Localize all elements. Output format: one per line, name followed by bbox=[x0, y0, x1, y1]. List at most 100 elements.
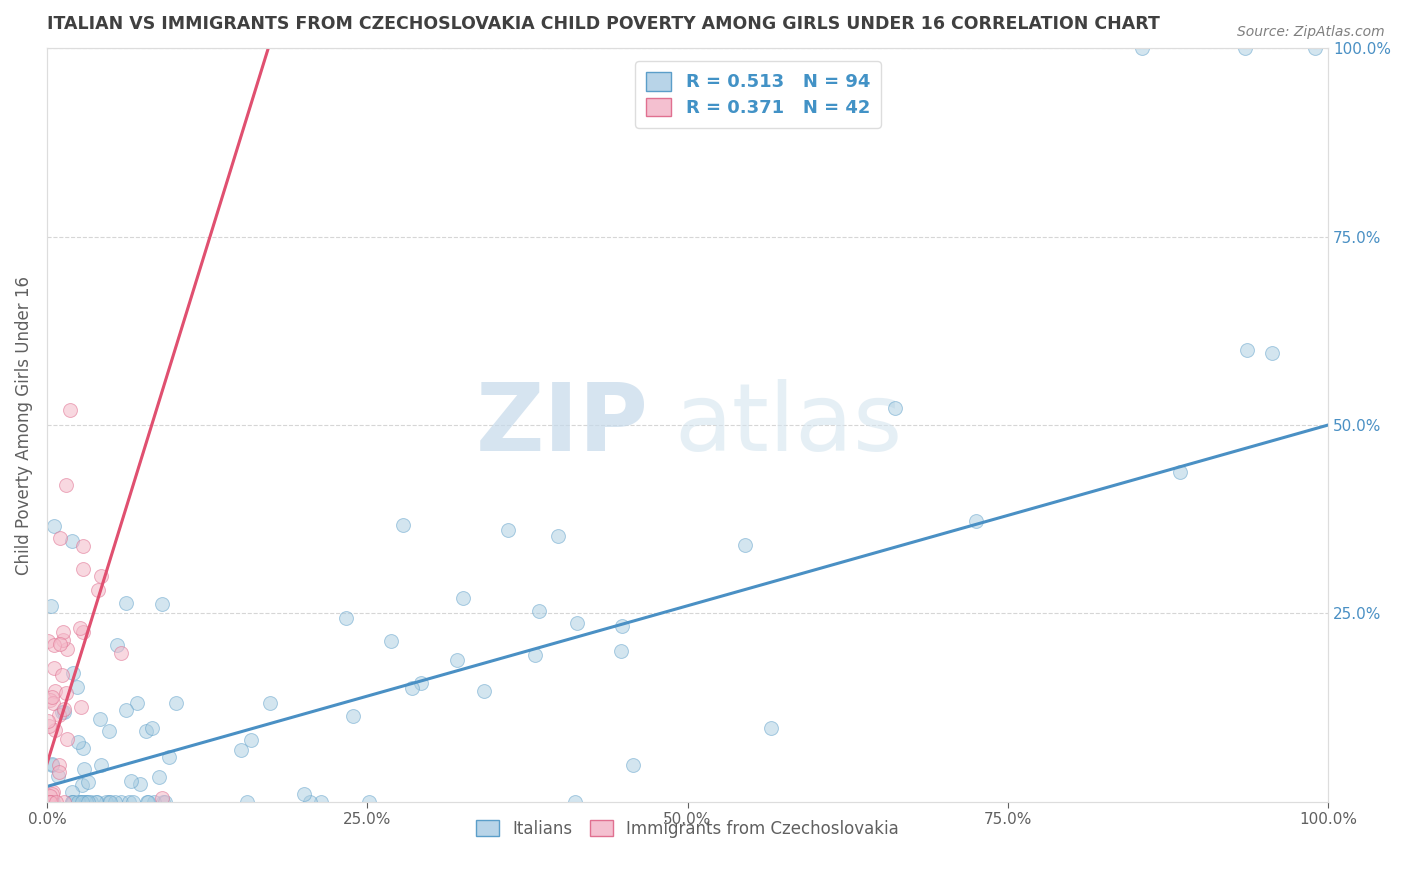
Point bbox=[524, 648, 547, 662]
Point bbox=[77, 775, 100, 789]
Point bbox=[292, 787, 315, 801]
Point bbox=[70, 795, 93, 809]
Point bbox=[1130, 41, 1153, 55]
Point bbox=[98, 795, 121, 809]
Point bbox=[42, 795, 65, 809]
Point bbox=[165, 696, 187, 710]
Point bbox=[239, 733, 262, 747]
Point bbox=[98, 795, 121, 809]
Point bbox=[612, 618, 634, 632]
Point bbox=[965, 514, 987, 528]
Point bbox=[298, 795, 321, 809]
Point bbox=[48, 708, 70, 723]
Point bbox=[136, 795, 159, 809]
Point bbox=[104, 795, 127, 809]
Point bbox=[75, 795, 97, 809]
Point bbox=[52, 633, 75, 648]
Legend: Italians, Immigrants from Czechoslovakia: Italians, Immigrants from Czechoslovakia bbox=[468, 812, 907, 846]
Point bbox=[472, 684, 495, 698]
Point bbox=[259, 696, 281, 710]
Point bbox=[565, 615, 588, 630]
Point bbox=[72, 562, 94, 576]
Point bbox=[94, 795, 117, 809]
Point bbox=[1168, 465, 1191, 479]
Point bbox=[72, 540, 94, 554]
Point bbox=[52, 624, 75, 639]
Point bbox=[39, 795, 62, 809]
Point bbox=[62, 795, 84, 809]
Point bbox=[42, 661, 65, 675]
Point bbox=[97, 724, 120, 739]
Point bbox=[69, 621, 91, 635]
Point bbox=[60, 795, 83, 809]
Point bbox=[37, 795, 59, 809]
Point bbox=[129, 777, 152, 791]
Point bbox=[236, 795, 259, 809]
Point bbox=[391, 518, 413, 533]
Point bbox=[496, 524, 519, 538]
Point bbox=[759, 721, 782, 735]
Point bbox=[48, 765, 70, 780]
Point bbox=[41, 758, 63, 772]
Text: atlas: atlas bbox=[675, 379, 903, 471]
Point bbox=[67, 795, 90, 809]
Point bbox=[115, 596, 138, 610]
Point bbox=[446, 653, 468, 667]
Point bbox=[143, 795, 166, 809]
Point bbox=[309, 795, 332, 809]
Point bbox=[357, 795, 380, 809]
Point bbox=[150, 790, 173, 805]
Point bbox=[39, 795, 62, 809]
Point bbox=[37, 714, 59, 728]
Point bbox=[1261, 346, 1284, 360]
Point bbox=[110, 646, 132, 660]
Point bbox=[42, 784, 65, 798]
Text: ZIP: ZIP bbox=[477, 379, 650, 471]
Point bbox=[1305, 41, 1327, 55]
Point bbox=[547, 529, 569, 543]
Point bbox=[110, 795, 132, 809]
Point bbox=[75, 795, 97, 809]
Point bbox=[86, 795, 108, 809]
Point bbox=[55, 478, 77, 492]
Point bbox=[90, 757, 112, 772]
Point bbox=[56, 731, 79, 746]
Point bbox=[39, 599, 62, 614]
Point bbox=[38, 719, 60, 733]
Point bbox=[49, 637, 72, 651]
Point bbox=[48, 757, 70, 772]
Point bbox=[69, 795, 91, 809]
Point bbox=[77, 795, 100, 809]
Point bbox=[44, 723, 66, 738]
Point bbox=[884, 401, 907, 415]
Point bbox=[37, 634, 59, 648]
Point bbox=[41, 757, 63, 772]
Point bbox=[453, 591, 475, 605]
Point bbox=[115, 703, 138, 717]
Point bbox=[42, 696, 65, 710]
Point bbox=[87, 583, 110, 598]
Point bbox=[401, 681, 423, 695]
Point bbox=[152, 795, 174, 809]
Point bbox=[380, 633, 402, 648]
Point bbox=[621, 758, 644, 772]
Point bbox=[141, 721, 163, 735]
Y-axis label: Child Poverty Among Girls Under 16: Child Poverty Among Girls Under 16 bbox=[15, 276, 32, 574]
Point bbox=[155, 795, 177, 809]
Point bbox=[56, 642, 79, 657]
Point bbox=[135, 723, 157, 738]
Point bbox=[51, 668, 73, 682]
Point bbox=[66, 680, 89, 694]
Point bbox=[62, 666, 84, 681]
Point bbox=[72, 795, 94, 809]
Point bbox=[53, 702, 76, 716]
Point bbox=[127, 696, 149, 710]
Point bbox=[72, 741, 94, 756]
Point bbox=[527, 604, 550, 618]
Point bbox=[46, 769, 69, 783]
Point bbox=[42, 638, 65, 652]
Point bbox=[48, 531, 70, 545]
Point bbox=[60, 784, 83, 798]
Point bbox=[342, 709, 364, 723]
Point bbox=[335, 611, 357, 625]
